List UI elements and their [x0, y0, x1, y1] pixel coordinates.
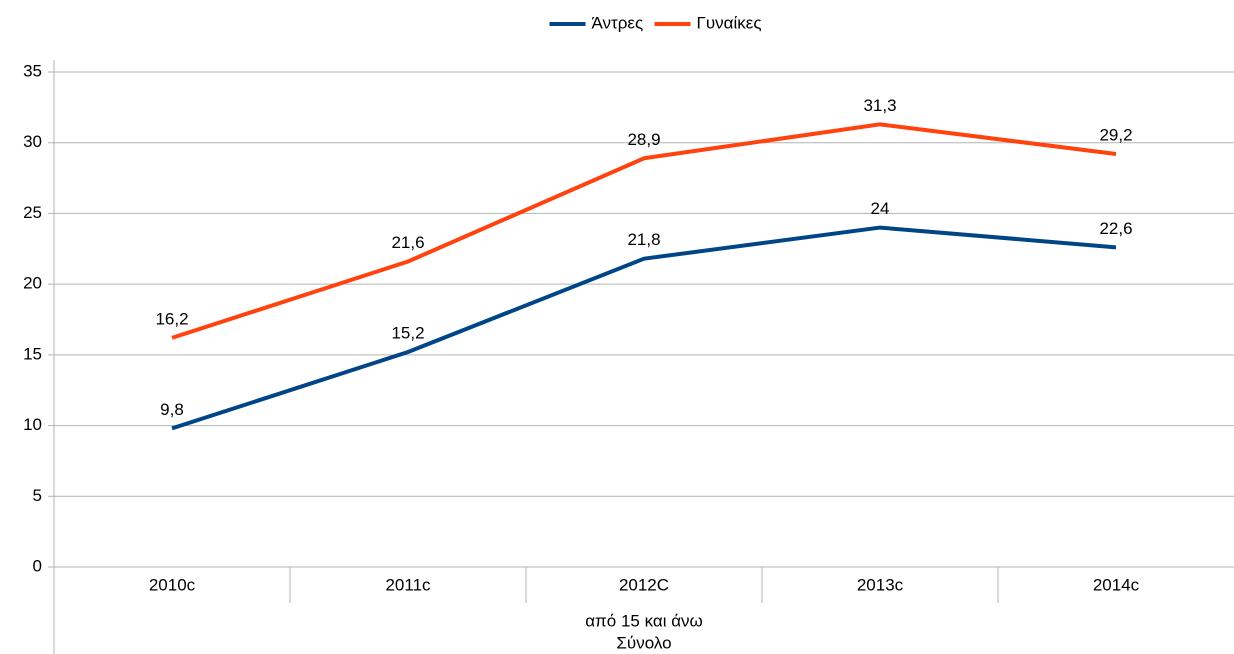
x-group-label: Σύνολο — [616, 633, 671, 652]
data-label: 29,2 — [1099, 126, 1132, 145]
line — [171, 122, 1117, 340]
x-tick-label: 2014c — [1093, 575, 1140, 594]
y-tick-label: 15 — [23, 344, 42, 363]
x-tick-label: 2013c — [857, 575, 904, 594]
data-label: 9,8 — [160, 400, 184, 419]
y-tick-label: 20 — [23, 274, 42, 293]
data-label: 15,2 — [391, 324, 424, 343]
y-tick-label: 35 — [23, 61, 42, 80]
data-label: 16,2 — [155, 309, 188, 328]
y-tick-label: 30 — [23, 132, 42, 151]
data-label: 31,3 — [863, 96, 896, 115]
data-label: 24 — [871, 199, 890, 218]
x-tick-label: 2012C — [619, 575, 669, 594]
legend-label: Άντρες — [592, 13, 644, 32]
y-tick-label: 25 — [23, 203, 42, 222]
y-tick-label: 10 — [23, 415, 42, 434]
x-tick-label: 2010c — [149, 575, 196, 594]
data-label: 21,6 — [391, 233, 424, 252]
y-tick-label: 0 — [33, 556, 42, 575]
data-label: 28,9 — [627, 130, 660, 149]
x-group-label: από 15 και άνω — [585, 611, 703, 630]
legend-label: Γυναίκες — [697, 13, 762, 32]
line — [171, 225, 1117, 431]
y-tick-label: 5 — [33, 486, 42, 505]
data-label: 22,6 — [1099, 219, 1132, 238]
data-label: 21,8 — [627, 230, 660, 249]
x-tick-label: 2011c — [385, 575, 431, 594]
